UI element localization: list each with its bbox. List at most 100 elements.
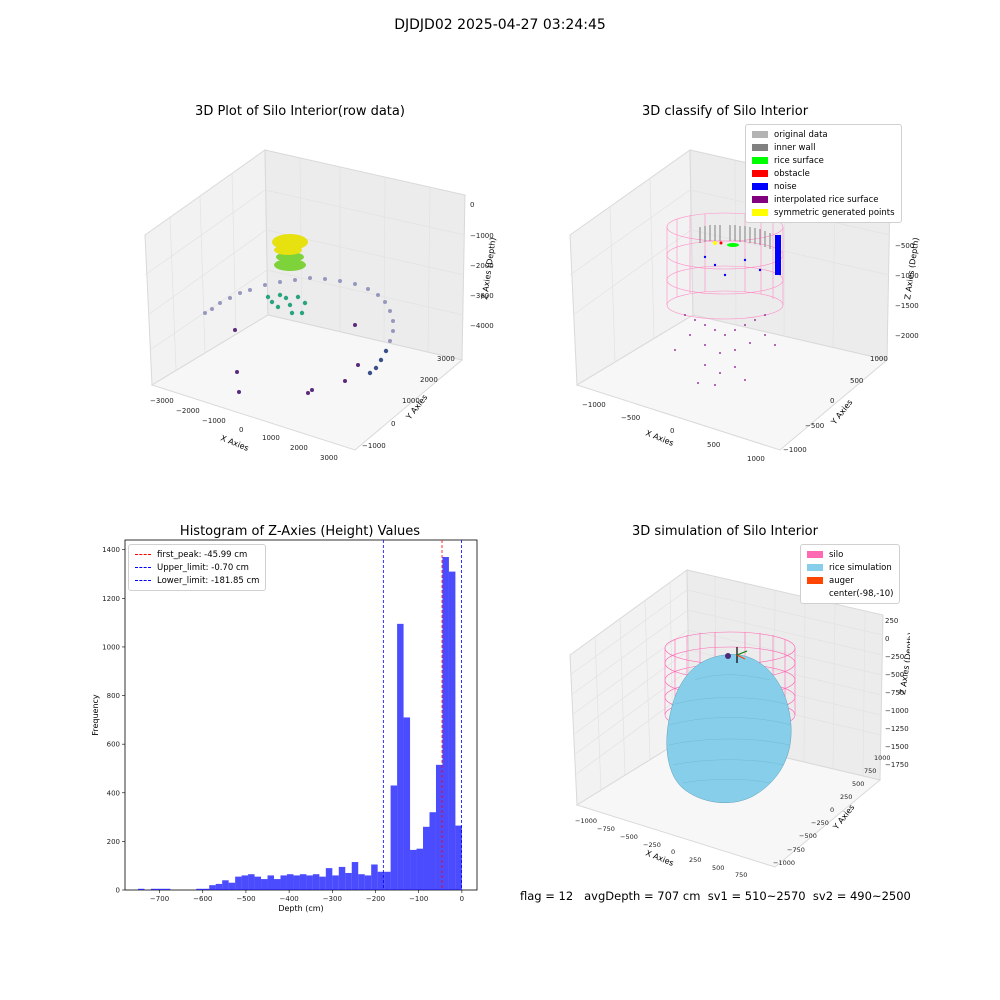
simulation-ytick: 750 xyxy=(864,767,876,775)
histogram-bar xyxy=(209,885,216,890)
histogram-bar xyxy=(410,849,417,890)
raw-xtick: 2000 xyxy=(290,444,308,452)
raw-ytick: 2000 xyxy=(420,376,438,384)
legend-swatch xyxy=(752,131,768,138)
legend-swatch xyxy=(752,209,768,216)
histogram-bar xyxy=(448,571,456,890)
histogram-bar xyxy=(351,862,359,890)
histogram-bar xyxy=(397,623,404,890)
legend-entry: noise xyxy=(752,180,895,193)
histogram-bar xyxy=(384,871,391,890)
simulation-ytick: 500 xyxy=(852,780,864,788)
legend-label: Lower_limit: -181.85 cm xyxy=(157,575,260,586)
histogram-ytick-label: 200 xyxy=(107,838,120,846)
simulation-xtick: 0 xyxy=(671,848,675,856)
simulation-xtick: −250 xyxy=(643,841,661,849)
histogram-bar xyxy=(248,874,255,890)
simulation-z-ticks: 250 0 −250 −500 −750 −1000 −1250 −1500 −… xyxy=(885,617,909,769)
classify-y-ticks: −1000 −500 0 500 1000 xyxy=(783,355,888,454)
histogram-xtick-label: −500 xyxy=(236,895,255,903)
histogram-xtick-label: −600 xyxy=(193,895,212,903)
raw-ztick: −1000 xyxy=(470,232,494,240)
raw-x-label: X Axies xyxy=(219,434,250,453)
histogram-bar xyxy=(435,764,443,890)
legend-label: symmetric generated points xyxy=(774,207,895,218)
legend-entry: center(-98,-10) xyxy=(807,587,893,600)
raw-ztick: −4000 xyxy=(470,322,494,330)
histogram-bar xyxy=(241,875,249,890)
classify-xtick: 0 xyxy=(670,427,674,435)
histogram-bar xyxy=(222,880,229,890)
legend-entry: interpolated rice surface xyxy=(752,193,895,206)
legend-label: obstacle xyxy=(774,168,810,179)
classify-xtick: −500 xyxy=(621,414,640,422)
legend-swatch xyxy=(752,144,768,151)
raw-xtick: −3000 xyxy=(150,397,174,405)
simulation-xtick: −1000 xyxy=(575,817,597,825)
histogram-bar xyxy=(358,874,365,890)
classify-obstacle xyxy=(719,241,723,245)
classify-rice-surface xyxy=(727,243,739,247)
simulation-ytick: −500 xyxy=(799,832,817,840)
classify-ytick: 1000 xyxy=(870,355,888,363)
legend-entry: symmetric generated points xyxy=(752,206,895,219)
legend-label: inner wall xyxy=(774,142,816,153)
classify-ztick: −2000 xyxy=(895,332,919,340)
legend-swatch xyxy=(807,577,823,584)
histogram-bar xyxy=(371,864,378,890)
classify-x-ticks: −1000 −500 0 500 1000 xyxy=(582,401,765,463)
simulation-ztick: 250 xyxy=(885,617,898,625)
raw-xtick: 1000 xyxy=(262,434,280,442)
legend-swatch xyxy=(752,196,768,203)
simulation-rice-surface xyxy=(666,654,792,804)
histogram-ytick-label: 800 xyxy=(107,692,120,700)
legend-label: center(-98,-10) xyxy=(829,588,894,599)
histogram-bar xyxy=(306,875,313,890)
simulation-ztick: −1250 xyxy=(885,725,909,733)
legend-label: rice surface xyxy=(774,155,824,166)
simulation-ytick: −1000 xyxy=(773,859,795,867)
classify-ytick: 0 xyxy=(830,397,834,405)
histogram-xtick-label: −700 xyxy=(150,895,169,903)
histogram-bar xyxy=(299,874,307,890)
simulation-x-ticks: −1000 −750 −500 −250 0 250 500 750 xyxy=(575,817,747,879)
classify-ytick: −500 xyxy=(805,422,824,430)
histogram-bar xyxy=(345,872,352,890)
raw-panel-title: 3D Plot of Silo Interior(row data) xyxy=(195,104,405,119)
legend-entry: first_peak: -45.99 cm xyxy=(135,548,259,561)
histogram-bar xyxy=(338,866,346,890)
histogram-ytick-label: 600 xyxy=(107,741,120,749)
histogram-bar xyxy=(196,888,203,890)
histogram-bar xyxy=(325,868,333,890)
legend-swatch xyxy=(135,580,151,581)
simulation-ytick: −750 xyxy=(787,846,805,854)
simulation-panel-title: 3D simulation of Silo Interior xyxy=(632,524,818,539)
simulation-xtick: −750 xyxy=(597,825,615,833)
classify-xtick: 1000 xyxy=(747,455,765,463)
simulation-auger xyxy=(725,647,748,663)
raw-xtick: −2000 xyxy=(176,407,200,415)
legend-label: rice simulation xyxy=(829,562,892,573)
raw-3d-plot: 0 −1000 −2000 −3000 −4000 Z Axies (Depth… xyxy=(144,149,498,462)
simulation-y-ticks: −1000 −750 −500 −250 0 250 500 750 1000 xyxy=(773,754,891,867)
histogram-bar xyxy=(215,883,223,890)
simulation-z-label: Z Axies (Depth) xyxy=(898,632,910,695)
histogram-bar xyxy=(319,876,326,890)
histogram-bar xyxy=(403,717,411,890)
histogram-bar xyxy=(235,876,242,890)
histogram-bar xyxy=(267,875,275,890)
raw-ytick: 1000 xyxy=(402,397,420,405)
raw-ytick: 0 xyxy=(391,420,395,428)
simulation-ytick: −250 xyxy=(811,819,829,827)
legend-label: first_peak: -45.99 cm xyxy=(157,549,248,560)
classify-ztick: −1500 xyxy=(895,302,919,310)
simulation-ztick: 0 xyxy=(885,635,889,643)
histogram-bar xyxy=(455,825,462,890)
histogram-bar xyxy=(150,888,158,890)
histogram-y-ticks: 0 200 400 600 800 1000 1200 1400 xyxy=(102,546,125,895)
legend-entry: inner wall xyxy=(752,141,895,154)
legend-entry: Upper_limit: -0.70 cm xyxy=(135,561,259,574)
simulation-ztick: −1000 xyxy=(885,707,909,715)
histogram-legend: first_peak: -45.99 cm Upper_limit: -0.70 … xyxy=(128,544,267,591)
histogram-xtick-label: −200 xyxy=(366,895,385,903)
